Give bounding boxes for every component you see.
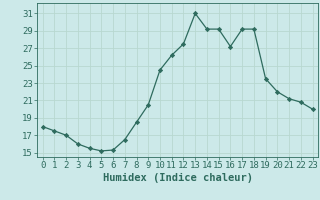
X-axis label: Humidex (Indice chaleur): Humidex (Indice chaleur)	[103, 173, 252, 183]
